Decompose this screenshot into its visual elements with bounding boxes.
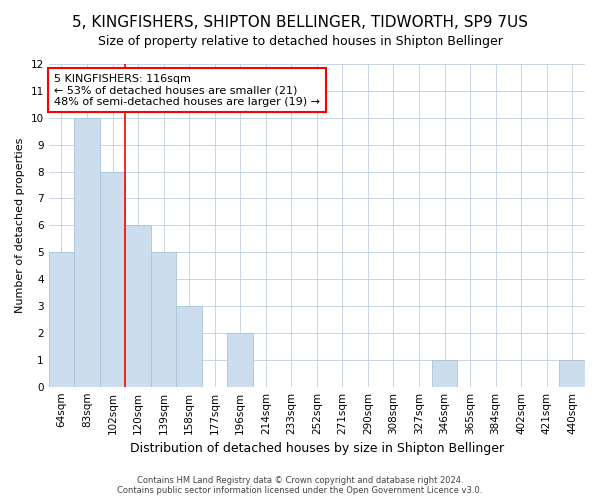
Bar	[74, 118, 100, 386]
Bar	[49, 252, 74, 386]
Y-axis label: Number of detached properties: Number of detached properties	[15, 138, 25, 313]
Text: 5, KINGFISHERS, SHIPTON BELLINGER, TIDWORTH, SP9 7US: 5, KINGFISHERS, SHIPTON BELLINGER, TIDWO…	[72, 15, 528, 30]
Bar	[125, 226, 151, 386]
X-axis label: Distribution of detached houses by size in Shipton Bellinger: Distribution of detached houses by size …	[130, 442, 504, 455]
Bar	[100, 172, 125, 386]
Text: 5 KINGFISHERS: 116sqm
← 53% of detached houses are smaller (21)
48% of semi-deta: 5 KINGFISHERS: 116sqm ← 53% of detached …	[54, 74, 320, 107]
Bar	[432, 360, 457, 386]
Bar	[559, 360, 585, 386]
Text: Contains HM Land Registry data © Crown copyright and database right 2024.
Contai: Contains HM Land Registry data © Crown c…	[118, 476, 482, 495]
Bar	[227, 333, 253, 386]
Bar	[151, 252, 176, 386]
Bar	[176, 306, 202, 386]
Text: Size of property relative to detached houses in Shipton Bellinger: Size of property relative to detached ho…	[98, 35, 502, 48]
